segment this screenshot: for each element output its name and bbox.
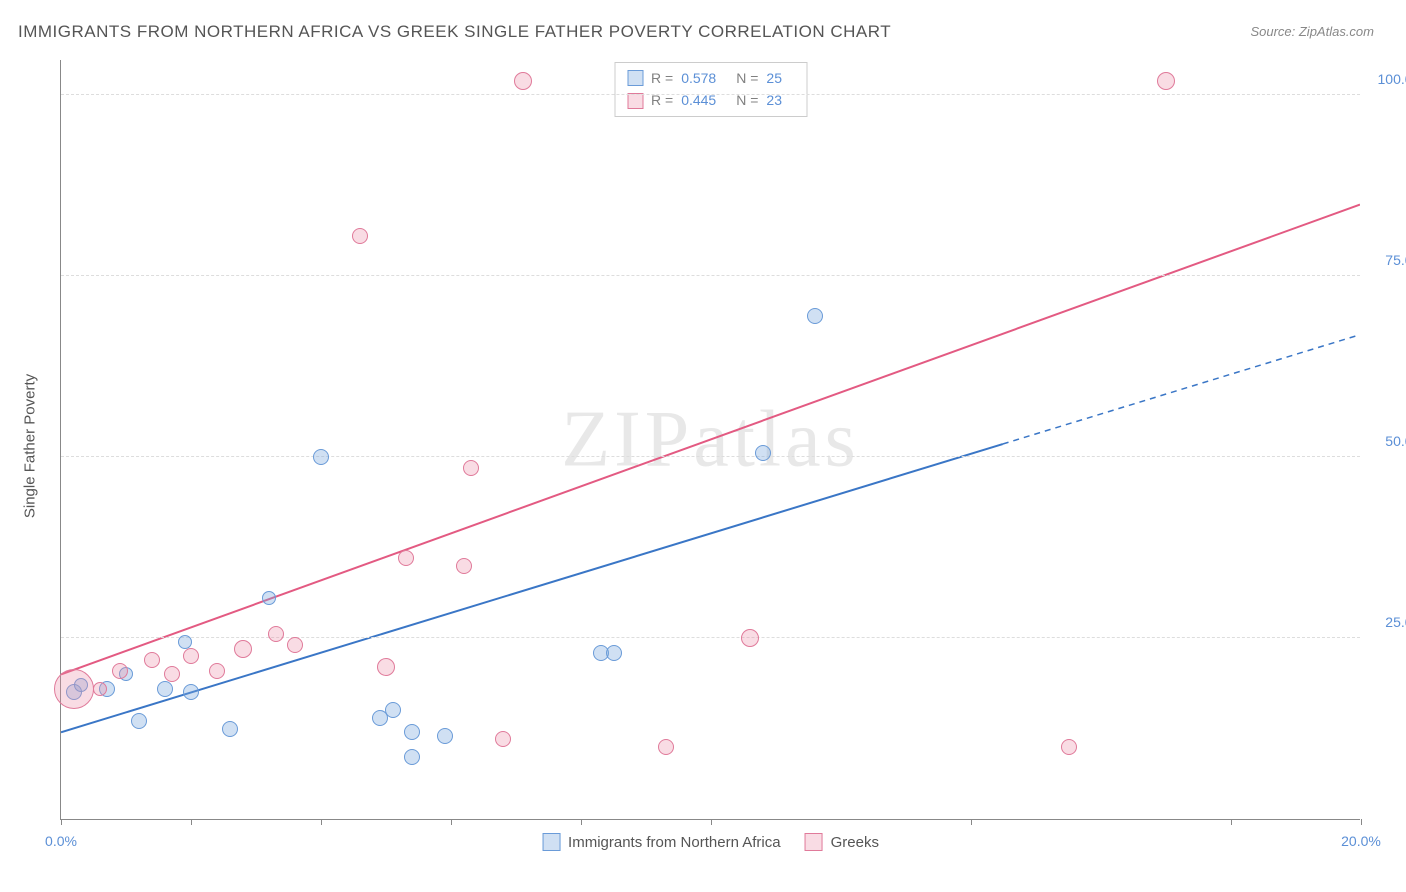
chart-source: Source: ZipAtlas.com: [1250, 24, 1374, 39]
trendline-dashed-africa: [1003, 335, 1360, 444]
y-tick-label: 100.0%: [1378, 71, 1406, 87]
scatter-point-greeks: [495, 731, 511, 747]
gridline-h: [61, 275, 1360, 276]
scatter-point-africa: [437, 728, 453, 744]
scatter-point-greeks: [1157, 72, 1175, 90]
scatter-point-greeks: [1061, 739, 1077, 755]
legend-item-africa: Immigrants from Northern Africa: [542, 833, 781, 851]
scatter-point-greeks: [209, 663, 225, 679]
gridline-h: [61, 456, 1360, 457]
scatter-point-africa: [755, 445, 771, 461]
scatter-point-greeks: [112, 663, 128, 679]
scatter-point-africa: [131, 713, 147, 729]
plot-area: ZIPatlas R = 0.578 N = 25 R = 0.445 N = …: [60, 60, 1360, 820]
swatch-greeks: [805, 833, 823, 851]
x-tick: [1361, 819, 1362, 825]
y-tick-label: 50.0%: [1385, 433, 1406, 449]
scatter-point-greeks: [164, 666, 180, 682]
scatter-point-greeks: [741, 629, 759, 647]
watermark: ZIPatlas: [561, 394, 860, 485]
swatch-africa: [627, 70, 643, 86]
x-tick: [321, 819, 322, 825]
y-axis-label: Single Father Poverty: [22, 374, 39, 518]
scatter-point-greeks: [352, 228, 368, 244]
legend-stats-row-greeks: R = 0.445 N = 23: [627, 89, 794, 111]
scatter-point-africa: [807, 308, 823, 324]
scatter-point-africa: [313, 449, 329, 465]
scatter-point-africa: [404, 749, 420, 765]
scatter-point-greeks: [54, 669, 94, 709]
scatter-point-greeks: [268, 626, 284, 642]
x-tick: [1231, 819, 1232, 825]
scatter-point-africa: [222, 721, 238, 737]
scatter-point-africa: [157, 681, 173, 697]
scatter-point-africa: [385, 702, 401, 718]
scatter-point-greeks: [287, 637, 303, 653]
scatter-point-africa: [606, 645, 622, 661]
scatter-point-greeks: [144, 652, 160, 668]
x-tick: [191, 819, 192, 825]
scatter-point-africa: [183, 684, 199, 700]
scatter-point-greeks: [377, 658, 395, 676]
gridline-h: [61, 94, 1360, 95]
gridline-h: [61, 637, 1360, 638]
swatch-africa: [542, 833, 560, 851]
legend-stats-row-africa: R = 0.578 N = 25: [627, 67, 794, 89]
scatter-point-greeks: [456, 558, 472, 574]
x-tick-label: 0.0%: [45, 833, 77, 849]
trendlines: [61, 60, 1360, 819]
x-tick: [451, 819, 452, 825]
x-tick: [711, 819, 712, 825]
scatter-point-greeks: [514, 72, 532, 90]
scatter-point-africa: [404, 724, 420, 740]
correlation-chart: IMMIGRANTS FROM NORTHERN AFRICA VS GREEK…: [0, 0, 1406, 892]
chart-title: IMMIGRANTS FROM NORTHERN AFRICA VS GREEK…: [18, 22, 891, 42]
y-tick-label: 75.0%: [1385, 252, 1406, 268]
legend-item-greeks: Greeks: [805, 833, 879, 851]
legend-stats: R = 0.578 N = 25 R = 0.445 N = 23: [614, 62, 807, 117]
scatter-point-greeks: [183, 648, 199, 664]
scatter-point-africa: [262, 591, 276, 605]
scatter-point-africa: [178, 635, 192, 649]
x-tick: [581, 819, 582, 825]
scatter-point-greeks: [658, 739, 674, 755]
x-tick: [61, 819, 62, 825]
scatter-point-greeks: [463, 460, 479, 476]
x-tick-label: 20.0%: [1341, 833, 1381, 849]
y-tick-label: 25.0%: [1385, 614, 1406, 630]
scatter-point-greeks: [398, 550, 414, 566]
trendline-africa: [61, 444, 1003, 732]
scatter-point-greeks: [234, 640, 252, 658]
x-tick: [971, 819, 972, 825]
legend-series: Immigrants from Northern Africa Greeks: [542, 833, 879, 851]
scatter-point-greeks: [93, 682, 107, 696]
